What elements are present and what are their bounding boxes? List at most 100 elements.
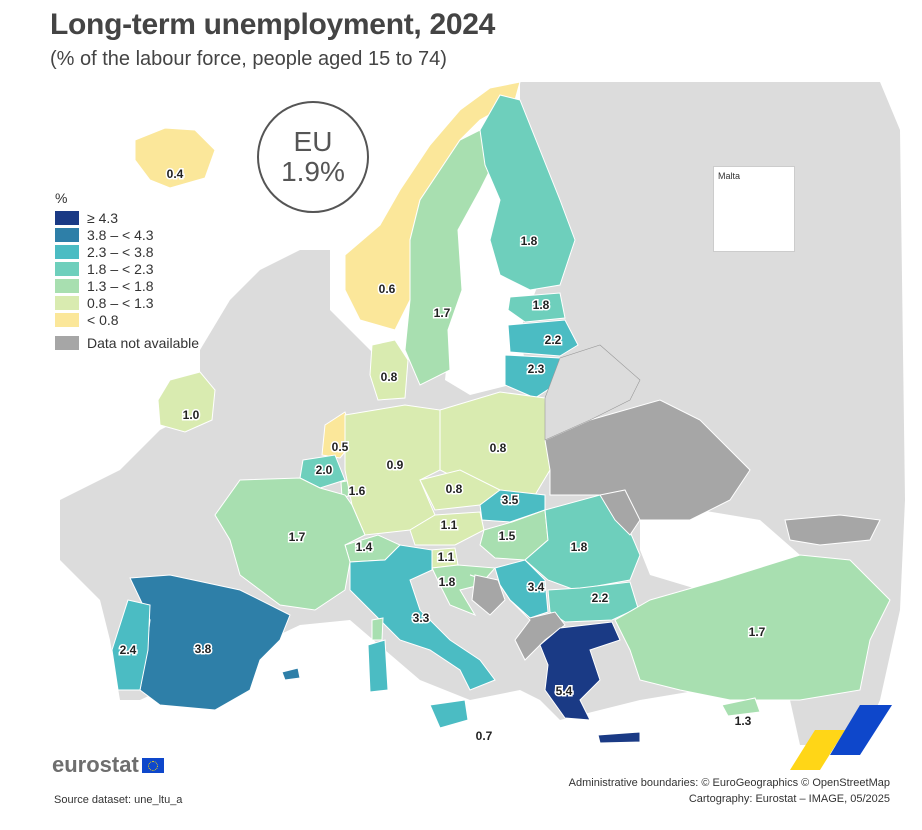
region-norway[interactable] (344, 81, 521, 331)
value-label-latvia: 2.2 (545, 333, 562, 347)
legend-swatch (55, 261, 79, 276)
source-dataset: Source dataset: une_ltu_a (54, 794, 183, 806)
region-balearic[interactable] (281, 667, 301, 681)
region-sardinia[interactable] (367, 639, 389, 693)
legend-swatch (55, 278, 79, 293)
region-cyprus[interactable] (721, 697, 761, 717)
legend-swatch (55, 244, 79, 259)
value-label-italy: 3.3 (413, 611, 430, 625)
eu-value: 1.9% (281, 156, 345, 187)
value-label-slovakia: 3.5 (502, 493, 519, 507)
legend-swatch-na (55, 335, 79, 350)
map-subtitle: (% of the labour force, people aged 15 t… (50, 48, 447, 70)
region-bosnia-nodata[interactable] (471, 574, 506, 616)
legend: % ≥ 4.3 3.8 – < 4.3 2.3 – < 3.8 1.8 – < … (55, 190, 199, 351)
credits: Administrative boundaries: © EuroGeograp… (569, 775, 890, 807)
region-turkiye[interactable] (614, 554, 891, 701)
value-label-poland: 0.8 (490, 441, 507, 455)
region-estonia[interactable] (507, 292, 566, 323)
value-label-cyprus: 1.3 (735, 714, 752, 728)
legend-item: 1.8 – < 2.3 (55, 260, 199, 277)
corner-mark-blue (830, 705, 892, 755)
eu-flag-icon (141, 757, 164, 773)
map-title: Long-term unemployment, 2024 (50, 8, 496, 41)
value-label-slovenia: 1.1 (438, 550, 455, 564)
value-label-estonia: 1.8 (533, 298, 550, 312)
region-crete[interactable] (597, 731, 641, 744)
value-label-france: 1.7 (289, 530, 306, 544)
region-romania[interactable] (524, 494, 641, 591)
eu-average-badge: EU 1.9% (257, 101, 369, 213)
value-label-luxembourg: 1.6 (349, 484, 366, 498)
value-labels: 0.4 0.6 1.7 1.8 1.8 2.2 2.3 0.8 1.0 0.5 2.0 1.6 0.9 0… (118, 166, 767, 745)
value-label-germany: 0.9 (387, 458, 404, 472)
legend-item: < 0.8 (55, 311, 199, 328)
legend-item: 1.3 – < 1.8 (55, 277, 199, 294)
sea-mediterranean (140, 620, 800, 745)
legend-swatch (55, 312, 79, 327)
legend-label: 2.3 – < 3.8 (87, 243, 154, 260)
value-label-romania: 1.8 (571, 540, 588, 554)
region-corsica[interactable] (371, 617, 384, 641)
value-label-finland: 1.8 (521, 234, 538, 248)
logo-text: eurostat (52, 752, 139, 777)
value-label-denmark: 0.8 (381, 370, 398, 384)
value-label-belgium: 2.0 (316, 463, 333, 477)
eurostat-logo: eurostat (52, 752, 164, 778)
value-label-iceland: 0.4 (167, 167, 184, 181)
value-label-ireland: 1.0 (183, 408, 200, 422)
region-italy[interactable] (349, 544, 496, 691)
inset-title: Malta (718, 171, 741, 181)
region-sweden[interactable] (404, 129, 496, 386)
value-label-switzerland: 1.4 (356, 540, 373, 554)
eu-label: EU (293, 126, 333, 157)
region-latvia[interactable] (507, 319, 579, 357)
value-label-czechia: 0.8 (446, 482, 463, 496)
region-belgium[interactable] (299, 454, 346, 489)
region-sicily[interactable] (429, 699, 469, 729)
region-portugal[interactable] (111, 599, 151, 691)
region-denmark[interactable] (369, 339, 409, 401)
region-iceland[interactable] (134, 127, 216, 189)
region-greece[interactable] (539, 621, 621, 721)
corner-mark-yellow (790, 730, 845, 770)
legend-label: 0.8 – < 1.3 (87, 294, 154, 311)
value-label-lithuania: 2.3 (528, 362, 545, 376)
region-finland[interactable] (479, 94, 576, 291)
legend-item-na: Data not available (55, 334, 199, 351)
legend-swatch (55, 227, 79, 242)
value-label-norway: 0.6 (379, 282, 396, 296)
legend-label: ≥ 4.3 (87, 209, 119, 226)
region-moldova-nodata[interactable] (599, 489, 641, 536)
value-label-spain: 3.8 (195, 642, 212, 656)
legend-item: 0.8 – < 1.3 (55, 294, 199, 311)
legend-item: 2.3 – < 3.8 (55, 243, 199, 260)
region-ukraine-nodata[interactable] (544, 399, 751, 521)
legend-label: 3.8 – < 4.3 (87, 226, 154, 243)
legend-label: 1.3 – < 1.8 (87, 277, 154, 294)
value-label-hungary: 1.5 (499, 529, 516, 543)
credits-boundaries: Administrative boundaries: © EuroGeograp… (568, 777, 890, 789)
value-label-malta: 0.7 (476, 729, 493, 743)
legend-swatch (55, 295, 79, 310)
sea-baltic (445, 190, 530, 395)
value-label-greece: 5.4 (556, 684, 573, 698)
value-label-netherlands: 0.5 (332, 440, 349, 454)
great-britain (210, 325, 300, 460)
legend-unit: % (55, 190, 68, 206)
value-label-bulgaria: 2.2 (592, 591, 609, 605)
region-georgia-nodata[interactable] (784, 514, 881, 546)
credits-cartography: Cartography: Eurostat – IMAGE, 05/2025 (688, 793, 890, 805)
value-label-croatia: 1.8 (439, 575, 456, 589)
region-france[interactable] (214, 477, 366, 611)
legend-item: 3.8 – < 4.3 (55, 226, 199, 243)
legend-item: ≥ 4.3 (55, 209, 199, 226)
region-belarus[interactable] (544, 344, 641, 441)
region-lithuania[interactable] (504, 354, 561, 399)
value-label-trkiye: 1.7 (749, 625, 766, 639)
legend-label: 1.8 – < 2.3 (87, 260, 154, 277)
legend-label-na: Data not available (87, 334, 200, 351)
value-label-serbia: 3.4 (528, 580, 545, 594)
region-ireland[interactable] (157, 371, 216, 433)
